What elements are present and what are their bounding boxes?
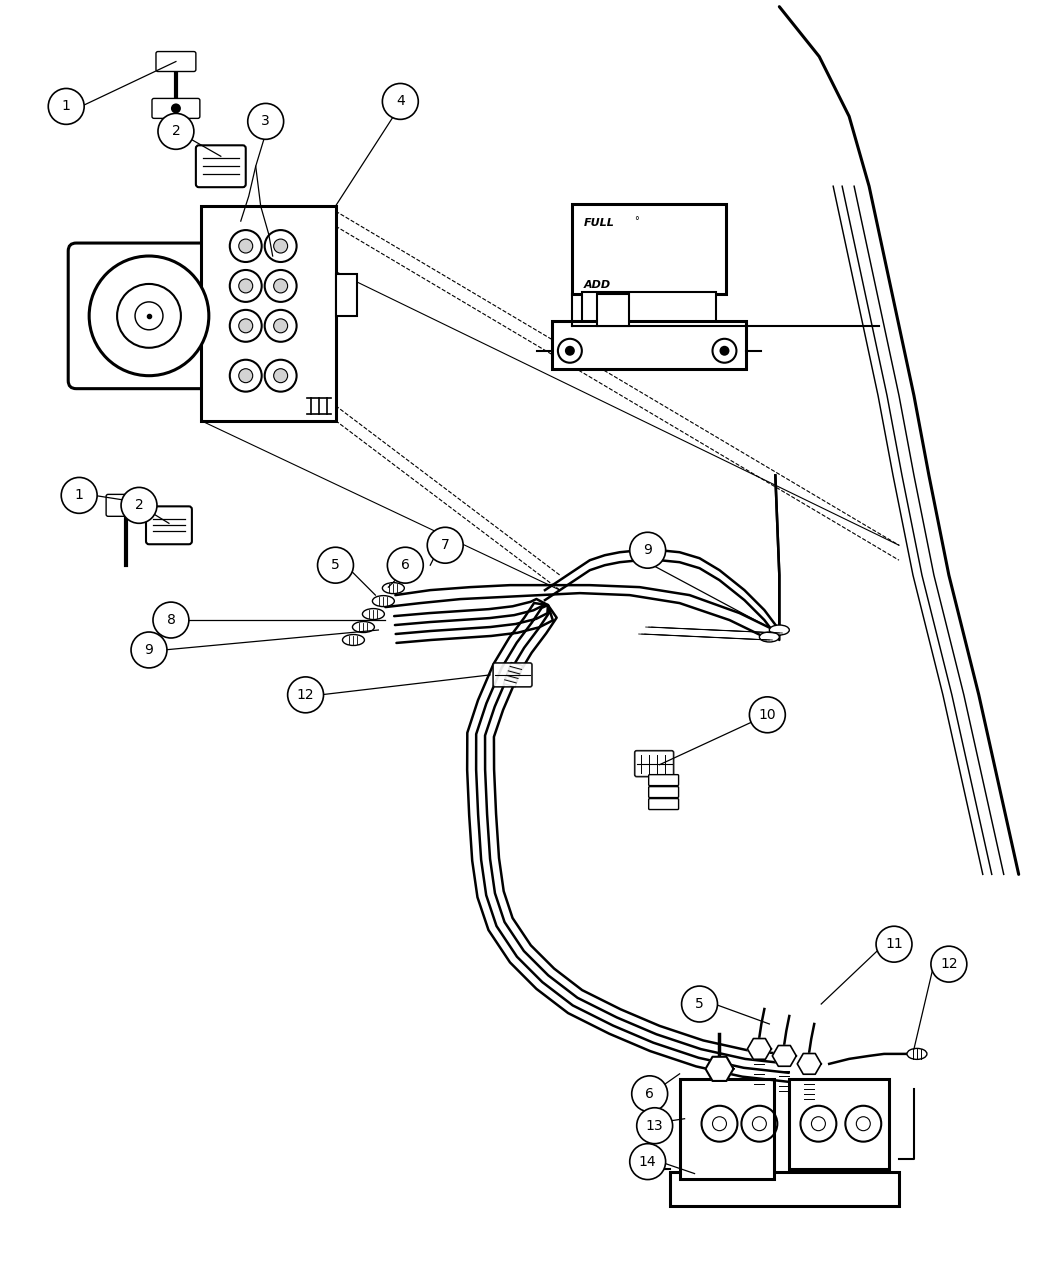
Ellipse shape xyxy=(382,583,404,594)
Circle shape xyxy=(876,926,912,963)
Polygon shape xyxy=(509,663,523,673)
FancyBboxPatch shape xyxy=(572,204,727,295)
FancyBboxPatch shape xyxy=(634,751,674,776)
Text: 7: 7 xyxy=(441,538,449,552)
Circle shape xyxy=(750,697,785,733)
Polygon shape xyxy=(797,1053,821,1075)
Ellipse shape xyxy=(362,608,384,620)
FancyBboxPatch shape xyxy=(336,274,357,316)
FancyBboxPatch shape xyxy=(196,145,246,187)
Circle shape xyxy=(427,528,463,564)
Ellipse shape xyxy=(907,1048,927,1060)
Polygon shape xyxy=(505,672,519,682)
Circle shape xyxy=(238,279,253,293)
Text: 2: 2 xyxy=(134,499,144,513)
FancyBboxPatch shape xyxy=(552,321,747,368)
Ellipse shape xyxy=(373,595,395,607)
FancyBboxPatch shape xyxy=(146,506,192,544)
Text: FULL: FULL xyxy=(584,218,614,228)
Text: 10: 10 xyxy=(758,708,776,722)
FancyBboxPatch shape xyxy=(152,98,200,119)
Polygon shape xyxy=(773,1046,796,1066)
FancyBboxPatch shape xyxy=(789,1079,889,1169)
Text: 1: 1 xyxy=(75,488,84,502)
Circle shape xyxy=(288,677,323,713)
FancyBboxPatch shape xyxy=(649,787,678,798)
Circle shape xyxy=(274,368,288,382)
Circle shape xyxy=(61,477,98,514)
FancyBboxPatch shape xyxy=(679,1079,774,1178)
Circle shape xyxy=(238,238,253,252)
Text: 5: 5 xyxy=(695,997,704,1011)
Circle shape xyxy=(387,547,423,583)
Text: 3: 3 xyxy=(261,115,270,129)
FancyBboxPatch shape xyxy=(68,244,214,389)
FancyBboxPatch shape xyxy=(649,775,678,785)
Circle shape xyxy=(274,279,288,293)
Circle shape xyxy=(565,346,574,356)
Circle shape xyxy=(636,1108,673,1144)
Ellipse shape xyxy=(770,625,790,635)
Text: 13: 13 xyxy=(646,1118,664,1132)
Circle shape xyxy=(238,319,253,333)
Ellipse shape xyxy=(342,635,364,645)
Circle shape xyxy=(630,1144,666,1179)
FancyBboxPatch shape xyxy=(201,207,336,421)
Circle shape xyxy=(89,256,209,376)
Text: 5: 5 xyxy=(331,558,340,572)
Text: 11: 11 xyxy=(885,937,903,951)
Text: 14: 14 xyxy=(638,1155,656,1169)
Polygon shape xyxy=(748,1039,772,1060)
FancyBboxPatch shape xyxy=(156,51,196,71)
FancyBboxPatch shape xyxy=(649,798,678,810)
Circle shape xyxy=(274,238,288,252)
Circle shape xyxy=(931,946,967,982)
Text: 9: 9 xyxy=(145,643,153,657)
Circle shape xyxy=(48,88,84,125)
FancyBboxPatch shape xyxy=(670,1172,899,1206)
Text: 12: 12 xyxy=(940,958,958,972)
Circle shape xyxy=(238,368,253,382)
FancyBboxPatch shape xyxy=(582,292,716,321)
FancyBboxPatch shape xyxy=(106,495,146,516)
Circle shape xyxy=(171,103,181,113)
Text: 12: 12 xyxy=(297,687,314,701)
Text: 1: 1 xyxy=(62,99,70,113)
Circle shape xyxy=(248,103,284,139)
Polygon shape xyxy=(706,1057,734,1081)
Circle shape xyxy=(158,113,194,149)
Text: 6: 6 xyxy=(401,558,410,572)
Circle shape xyxy=(121,487,158,523)
FancyBboxPatch shape xyxy=(596,295,629,326)
Text: ADD: ADD xyxy=(584,280,611,289)
Polygon shape xyxy=(507,667,521,678)
Text: 6: 6 xyxy=(646,1086,654,1100)
Circle shape xyxy=(632,1076,668,1112)
Text: °: ° xyxy=(634,215,638,226)
Circle shape xyxy=(630,532,666,569)
Text: 9: 9 xyxy=(644,543,652,557)
Circle shape xyxy=(153,602,189,638)
Text: 4: 4 xyxy=(396,94,404,108)
Ellipse shape xyxy=(353,621,375,632)
Ellipse shape xyxy=(759,632,779,643)
Circle shape xyxy=(274,319,288,333)
Circle shape xyxy=(317,547,354,583)
Text: 2: 2 xyxy=(171,125,181,139)
Text: 8: 8 xyxy=(167,613,175,627)
FancyBboxPatch shape xyxy=(494,663,532,687)
Polygon shape xyxy=(504,676,518,687)
Circle shape xyxy=(382,83,418,120)
Circle shape xyxy=(719,346,730,356)
Circle shape xyxy=(131,632,167,668)
Circle shape xyxy=(681,986,717,1023)
